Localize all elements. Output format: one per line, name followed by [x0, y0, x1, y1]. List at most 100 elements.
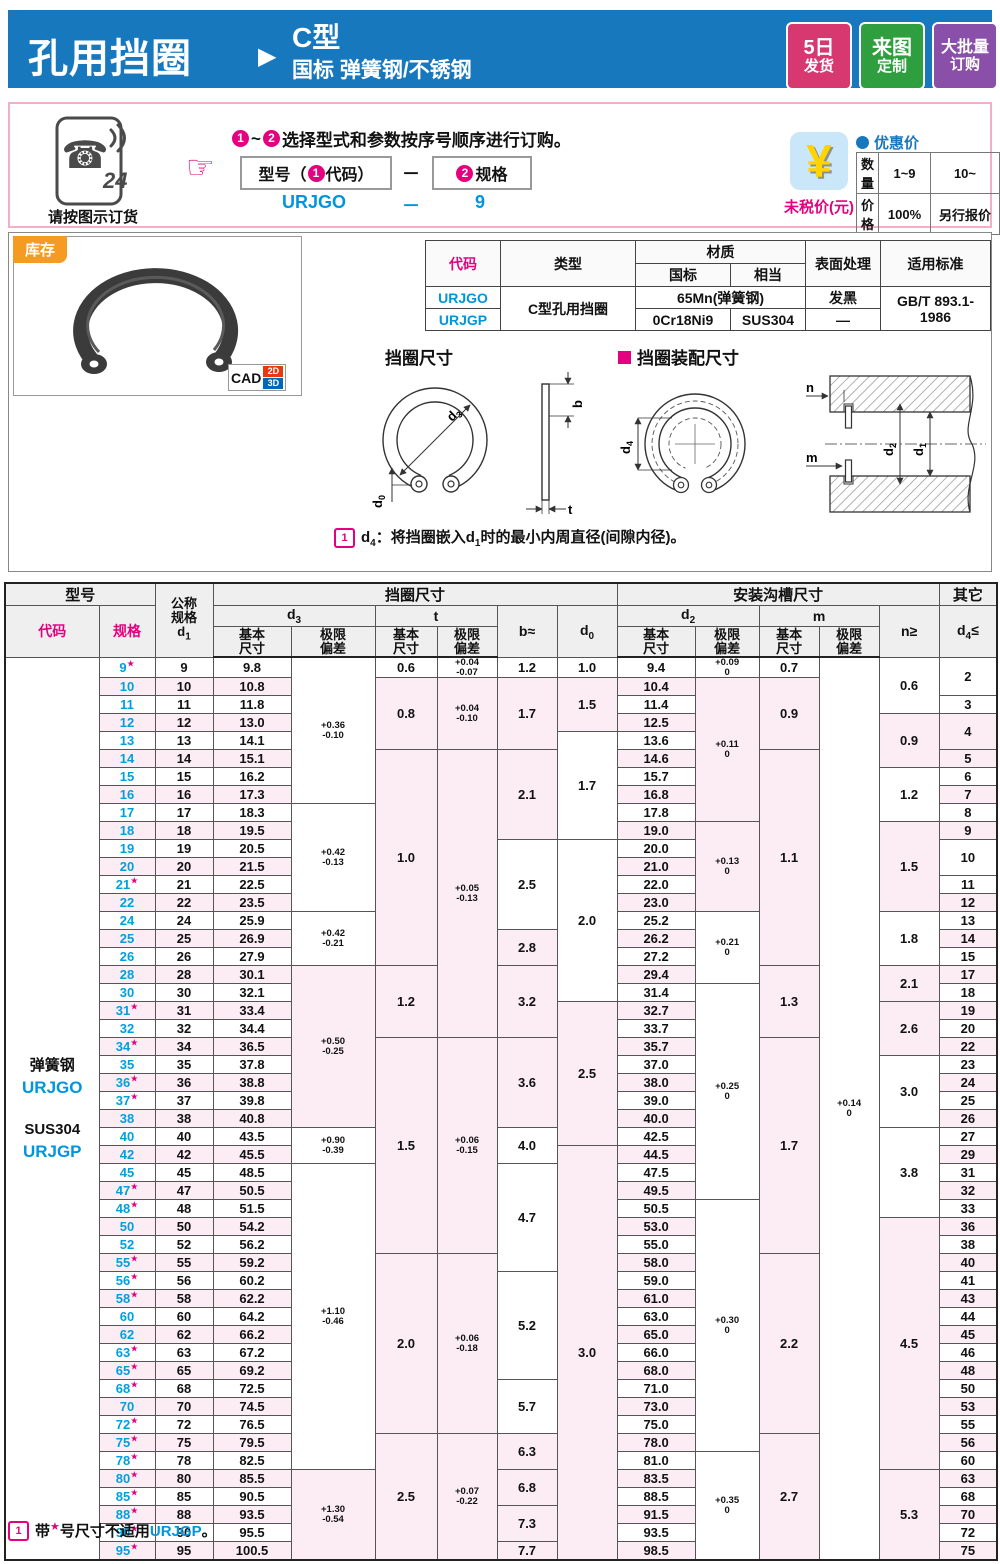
discount-price-legend: 优惠价 [856, 132, 919, 153]
spec-cell: 14 [98, 749, 156, 769]
table-row: 弹簧钢 URJGO SUS304 URJGP 9★ 9 9.8 +0.36 -0.10 0.6 +0… [4, 656, 998, 1561]
b-cell: 2.1 [496, 749, 558, 841]
spec-cell: 15 [98, 767, 156, 787]
note-icon: 1 [334, 527, 355, 548]
pretax-price-label: 未税价(元) [784, 199, 854, 216]
d4-cell: 44 [938, 1307, 998, 1327]
d3-basic-cell: 16.2 [212, 767, 292, 787]
header-basic: 基本 尺寸 [758, 625, 820, 659]
d3dev-cell: +0.42 -0.21 [290, 911, 376, 967]
table-row: 15 15 16.2 15.7 1.2 6 [5, 767, 998, 823]
arrow-icon: ▶ [258, 43, 277, 70]
spec-cell: 45 [98, 1163, 156, 1183]
d3dev-cell: +1.10 -0.46 [290, 1163, 376, 1471]
d3dev-cell: +0.42 -0.13 [290, 803, 376, 913]
d4-cell: 31 [938, 1163, 998, 1183]
d2-basic-cell: 91.5 [616, 1505, 696, 1525]
step-1-icon: 1 [307, 164, 325, 182]
d2-basic-cell: 66.0 [616, 1343, 696, 1363]
header-code: 代码 [4, 605, 100, 658]
table-row: 52 52 56.2 55.0 38 [5, 1235, 998, 1255]
svg-text:b: b [570, 400, 585, 408]
svg-text:m: m [806, 450, 818, 465]
m-cell: 2.7 [758, 1433, 820, 1561]
b-cell: 7.3 [496, 1505, 558, 1543]
d3-basic-cell: 51.5 [212, 1199, 292, 1219]
spec-cell: 10 [98, 677, 156, 697]
step-1-icon: 1 [232, 130, 249, 147]
d3-basic-cell: 69.2 [212, 1361, 292, 1381]
d3dev-cell: +0.90 -0.39 [290, 1127, 376, 1165]
m-cell: 0.7 [758, 656, 820, 679]
d0-cell: 1.5 [556, 677, 618, 733]
header-other: 其它 [938, 582, 998, 606]
svg-text:d1: d1 [911, 443, 928, 456]
d1-cell: 12 [154, 713, 214, 733]
d3-basic-cell: 11.8 [212, 695, 292, 715]
spec-cell: 9★ [98, 656, 156, 679]
table-row: 21★ 21 22.5 22.0 11 [5, 875, 998, 895]
d1-cell: 75 [154, 1433, 214, 1453]
d1-cell: 19 [154, 839, 214, 859]
d3-basic-cell: 21.5 [212, 857, 292, 877]
spec-cell: 90★ [98, 1523, 156, 1543]
d1-cell: 25 [154, 929, 214, 949]
d1-cell: 50 [154, 1217, 214, 1237]
price-table: 数量 1~9 10~ 价格 100% 另行报价 [855, 152, 1000, 235]
n-cell: 0.6 [878, 656, 940, 715]
d3-basic-cell: 82.5 [212, 1451, 292, 1471]
cad-3d-button[interactable]: 3D [263, 378, 284, 389]
spec-cell: 26 [98, 947, 156, 967]
d2-basic-cell: 65.0 [616, 1325, 696, 1345]
tdev-cell: +0.04 -0.07 [436, 656, 498, 679]
type-cell: C型孔用挡圈 [500, 286, 636, 331]
spec-cell: 40 [98, 1127, 156, 1147]
d4-cell: 29 [938, 1145, 998, 1165]
d1-cell: 17 [154, 803, 214, 823]
d3-basic-cell: 19.5 [212, 821, 292, 841]
d1-cell: 95 [154, 1541, 214, 1561]
table-row: 60 60 64.2 63.0 44 [5, 1307, 998, 1327]
header-basic: 基本 尺寸 [616, 625, 696, 659]
d3-basic-cell: 59.2 [212, 1253, 292, 1273]
cad-label: CAD [231, 369, 262, 386]
d2-basic-cell: 32.7 [616, 1001, 696, 1021]
d3-basic-cell: 14.1 [212, 731, 292, 751]
example-dash: － [402, 196, 420, 216]
d4-cell: 8 [938, 803, 998, 823]
d3-basic-cell: 15.1 [212, 749, 292, 769]
svg-text:d4: d4 [618, 441, 635, 454]
d3-basic-cell: 54.2 [212, 1217, 292, 1237]
table-row: 48★ 48 51.5 50.5 +0.30 0 33 [5, 1199, 998, 1453]
n-cell: 1.8 [878, 911, 940, 967]
material-sus304: SUS304 [730, 308, 806, 331]
d3-basic-cell: 36.5 [212, 1037, 292, 1057]
d4-note: 1 d4：将挡圈嵌入d1时的最小内周直径(间隙内径)。 [334, 526, 685, 549]
spec-cell: 63★ [98, 1343, 156, 1363]
d1-cell: 18 [154, 821, 214, 841]
price-2: 另行报价 [929, 193, 1000, 235]
d2-basic-cell: 59.0 [616, 1271, 696, 1291]
table-row: 90★ 90 95.5 93.5 72 [5, 1523, 998, 1543]
d0-cell: 2.5 [556, 1001, 618, 1147]
d4-cell: 60 [938, 1451, 998, 1471]
t-cell: 1.5 [374, 1037, 438, 1255]
d2-basic-cell: 78.0 [616, 1433, 696, 1453]
mdev-cell: +0.14 0 [818, 656, 880, 1561]
d0-cell: 1.0 [556, 656, 618, 679]
d1-cell: 21 [154, 875, 214, 895]
d1-cell: 10 [154, 677, 214, 697]
d3dev-cell: +1.30 -0.54 [290, 1469, 376, 1561]
svg-text:n: n [806, 380, 814, 395]
d1-cell: 45 [154, 1163, 214, 1183]
d3-basic-cell: 40.8 [212, 1109, 292, 1129]
spec-cell: 56★ [98, 1271, 156, 1291]
b-cell: 4.0 [496, 1127, 558, 1165]
d4-cell: 40 [938, 1253, 998, 1273]
cad-2d-button[interactable]: 2D [263, 366, 284, 377]
tdev-cell: +0.06 -0.15 [436, 1037, 498, 1255]
d2-basic-cell: 39.0 [616, 1091, 696, 1111]
header-nominal-d1: 公称 规格 d1 [154, 582, 214, 658]
d1-cell: 14 [154, 749, 214, 769]
header-ring-dims: 挡圈尺寸 [212, 582, 618, 606]
